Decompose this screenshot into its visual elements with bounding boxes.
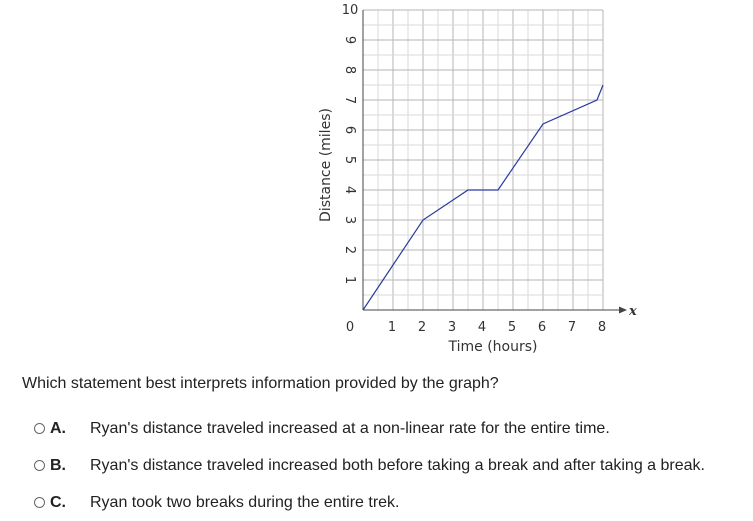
y-tick-label: 7 [342, 96, 357, 104]
option-b-text: Ryan's distance traveled increased both … [90, 456, 705, 474]
option-c-text: Ryan took two breaks during the entire t… [90, 493, 400, 511]
question-prompt: Which statement best interprets informat… [22, 375, 499, 392]
origin-label: 0 [346, 320, 354, 335]
y-tick-label: 9 [342, 36, 357, 44]
x-tick-label: 1 [388, 320, 396, 335]
option-c-letter: C. [50, 493, 66, 511]
y-tick-label: 4 [342, 186, 357, 194]
answer-options: A. Ryan's distance traveled increased at… [34, 410, 705, 521]
distance-time-chart: 1 2 3 4 5 6 7 8 1 2 3 4 5 6 7 8 9 10 Distance (miles) Tim… [318, 3, 637, 355]
y-tick-label: 3 [342, 216, 357, 224]
x-tick-label: 8 [598, 320, 606, 335]
x-axis-label: Time (hours) [448, 339, 538, 355]
option-a-text: Ryan's distance traveled increased at a … [90, 419, 610, 437]
option-a-letter: A. [50, 419, 66, 437]
option-c[interactable]: C. Ryan took two breaks during the entir… [34, 484, 705, 521]
option-a[interactable]: A. Ryan's distance traveled increased at… [34, 410, 705, 447]
y-axis-label: Distance (miles) [318, 108, 334, 222]
x-tick-label: 3 [448, 320, 456, 335]
chart-axes [362, 10, 627, 314]
x-tick-label: 5 [508, 320, 516, 335]
chart-tick-labels: 1 2 3 4 5 6 7 8 1 2 3 4 5 6 7 8 9 10 [342, 3, 606, 335]
radio-b[interactable] [34, 460, 45, 471]
x-axis-symbol: x [628, 304, 637, 319]
x-tick-label: 6 [538, 320, 546, 335]
x-tick-label: 7 [568, 320, 576, 335]
y-tick-label: 6 [342, 126, 357, 134]
radio-a[interactable] [34, 423, 45, 434]
radio-c[interactable] [34, 497, 45, 508]
y-tick-label: 2 [342, 246, 357, 254]
series-line [362, 84, 604, 311]
x-axis-arrow [619, 306, 627, 314]
chart-grid [362, 9, 604, 311]
x-tick-label: 4 [478, 320, 486, 335]
option-b-letter: B. [50, 456, 66, 474]
y-tick-label: 5 [342, 156, 357, 164]
option-b[interactable]: B. Ryan's distance traveled increased bo… [34, 447, 705, 484]
y-tick-label: 1 [342, 276, 357, 284]
y-tick-label: 8 [342, 66, 357, 74]
x-tick-label: 2 [418, 320, 426, 335]
y-tick-label: 10 [342, 3, 359, 18]
